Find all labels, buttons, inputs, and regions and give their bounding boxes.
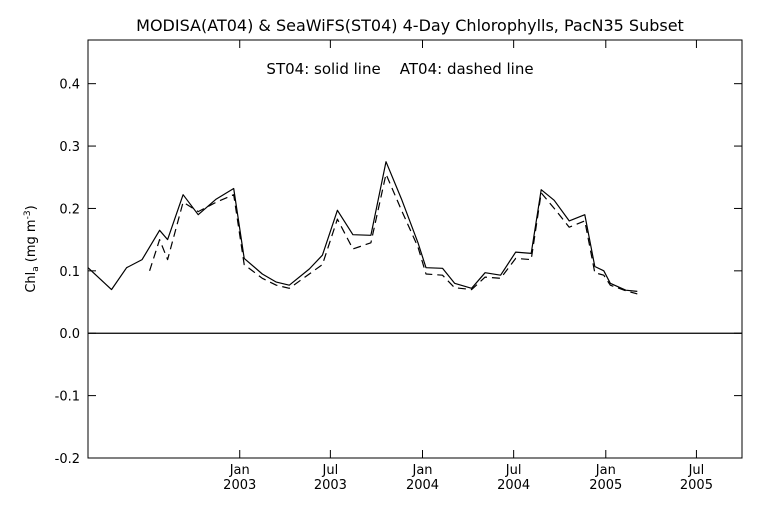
x-tick-year-label-2: 2004 [406,478,439,493]
y-axis-label-exponent: -3 [23,210,33,219]
x-tick-year-label-4: 2005 [589,478,622,493]
chart-title: MODISA(AT04) & SeaWiFS(ST04) 4-Day Chlor… [136,16,684,35]
x-tick-month-label-3: Jul [505,463,522,478]
x-tick-year-label-1: 2003 [314,478,347,493]
y-tick-label-3: 0.1 [59,265,80,280]
x-tick-month-label-5: Jul [688,463,705,478]
y-axis-label: Chla (mg m-3) [23,205,41,292]
x-tick-month-label-0: Jan [229,463,250,478]
y-axis-label-close: ) [24,205,39,210]
y-tick-label-5: 0.3 [59,140,80,155]
y-axis-label-main: Chl [24,272,39,293]
x-tick-year-label-0: 2003 [223,478,256,493]
plot-area [87,39,743,459]
x-tick-month-label-1: Jul [322,463,339,478]
x-tick-month-label-2: Jan [411,463,432,478]
y-axis-label-unit: (mg m [24,219,39,262]
y-tick-label-1: -0.1 [55,390,80,405]
y-tick-label-0: -0.2 [55,452,80,467]
plot-frame [87,39,743,459]
y-tick-label-2: 0.0 [59,327,80,342]
x-tick-year-label-3: 2004 [497,478,530,493]
x-axis: Jan2003Jul2003Jan2004Jul2004Jan2005Jul20… [223,40,713,493]
series-layer [87,161,638,295]
x-tick-year-label-5: 2005 [680,478,713,493]
chart-annotation: ST04: solid line AT04: dashed line [266,60,533,78]
y-tick-label-6: 0.4 [59,78,80,93]
y-axis: -0.2 -0.1 0.0 0.1 0.2 0.3 0.4 [55,78,742,467]
y-tick-label-4: 0.2 [59,202,80,217]
series-line-st04 [87,161,638,292]
series-line-at04 [149,173,638,295]
y-axis-label-subscript: a [31,266,41,272]
x-tick-month-label-4: Jan [595,463,616,478]
